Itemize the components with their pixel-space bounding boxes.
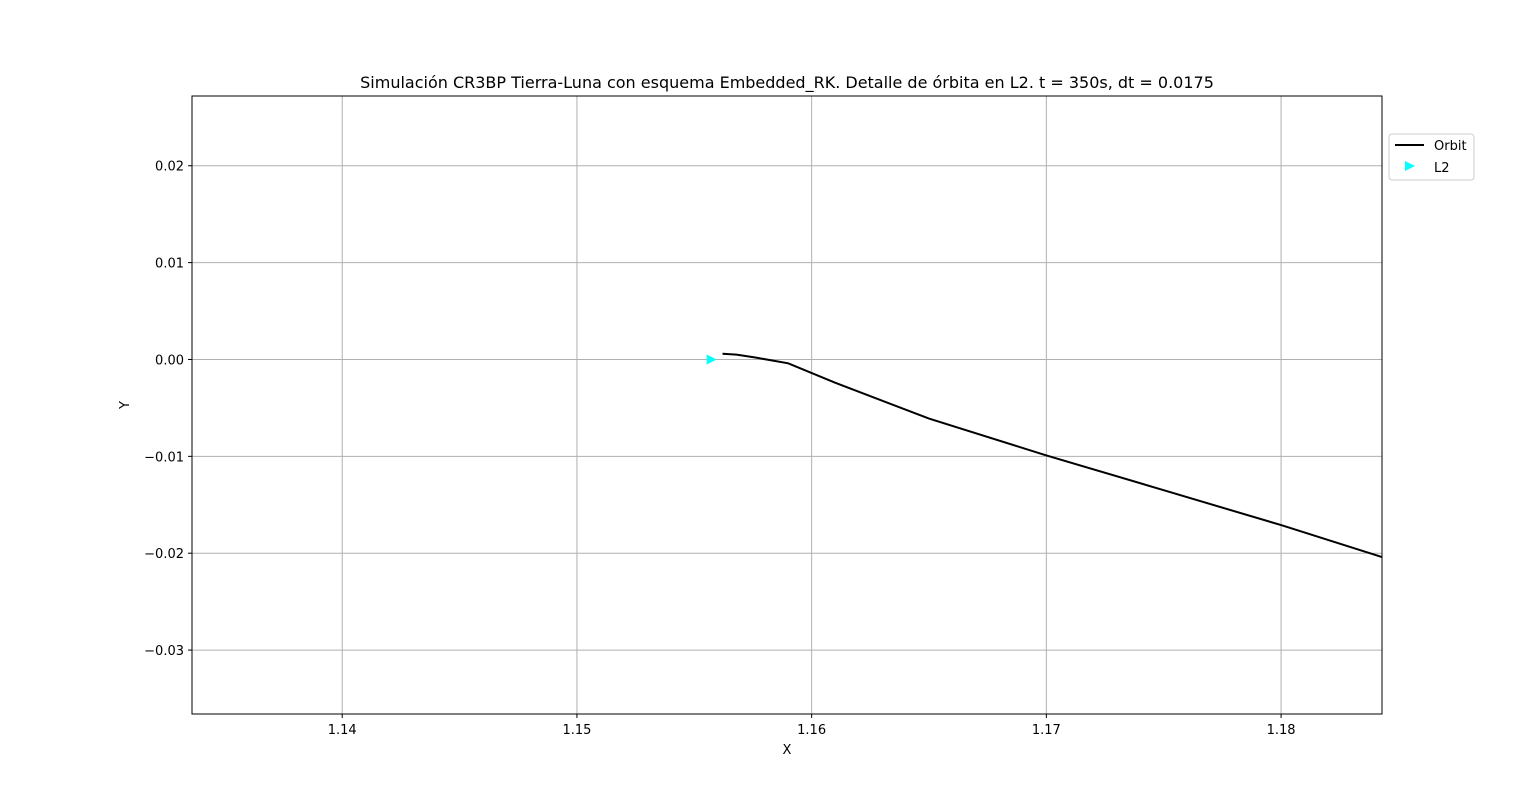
x-tick-label: 1.14 <box>328 723 357 738</box>
legend: Orbit L2 <box>1388 133 1475 181</box>
legend-l2-swatch <box>1405 161 1415 171</box>
y-tick-label: −0.01 <box>144 450 184 465</box>
axis-ticks: 1.14 1.15 1.16 1.17 1.18 0.02 0.01 0.00 −0.01 −0.… <box>144 160 1295 738</box>
x-tick-label: 1.16 <box>797 723 826 738</box>
legend-l2-label: L2 <box>1434 161 1450 176</box>
y-tick-label: −0.02 <box>144 547 184 562</box>
orbit-line <box>722 352 1383 559</box>
x-tick-label: 1.18 <box>1267 723 1296 738</box>
x-axis-label: X <box>783 743 792 758</box>
y-tick-label: 0.02 <box>155 160 184 175</box>
legend-orbit-label: Orbit <box>1434 139 1467 154</box>
y-tick-label: 0.00 <box>155 353 184 368</box>
x-tick-label: 1.17 <box>1032 723 1061 738</box>
axes-frame <box>191 95 1383 715</box>
grid-lines <box>192 96 1382 714</box>
series-layer <box>706 352 1383 559</box>
x-tick-label: 1.15 <box>562 723 591 738</box>
y-tick-label: 0.01 <box>155 257 184 272</box>
y-tick-label: −0.03 <box>144 644 184 659</box>
chart-title: Simulación CR3BP Tierra-Luna con esquema… <box>360 73 1214 93</box>
y-axis-label: Y <box>118 401 133 410</box>
l2-point-marker <box>706 354 717 365</box>
